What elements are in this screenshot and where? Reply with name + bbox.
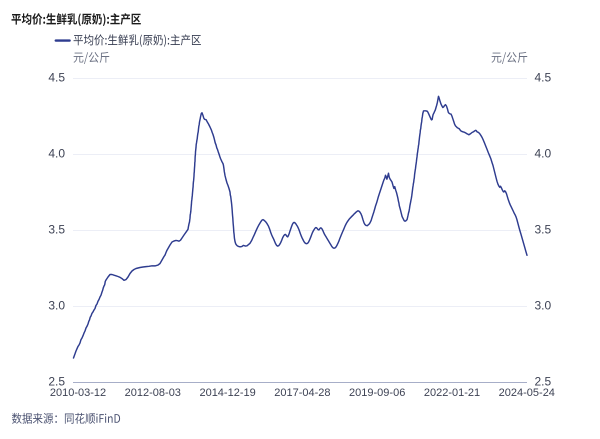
svg-text:3.0: 3.0 <box>48 299 65 313</box>
svg-text:4.0: 4.0 <box>535 147 552 161</box>
svg-text:3.0: 3.0 <box>535 299 552 313</box>
svg-text:2024-05-24: 2024-05-24 <box>499 387 555 399</box>
svg-text:2017-04-28: 2017-04-28 <box>274 387 330 399</box>
svg-text:2.5: 2.5 <box>535 375 552 389</box>
svg-text:2010-03-12: 2010-03-12 <box>50 387 106 399</box>
svg-text:3.5: 3.5 <box>535 223 552 237</box>
svg-text:2012-08-03: 2012-08-03 <box>125 387 181 399</box>
svg-text:2022-01-21: 2022-01-21 <box>424 387 480 399</box>
svg-text:4.5: 4.5 <box>535 71 552 85</box>
svg-text:4.5: 4.5 <box>48 71 65 85</box>
svg-text:2019-09-06: 2019-09-06 <box>349 387 405 399</box>
svg-text:2.5: 2.5 <box>48 375 65 389</box>
svg-text:2014-12-19: 2014-12-19 <box>199 387 255 399</box>
svg-text:4.0: 4.0 <box>48 147 65 161</box>
svg-text:3.5: 3.5 <box>48 223 65 237</box>
